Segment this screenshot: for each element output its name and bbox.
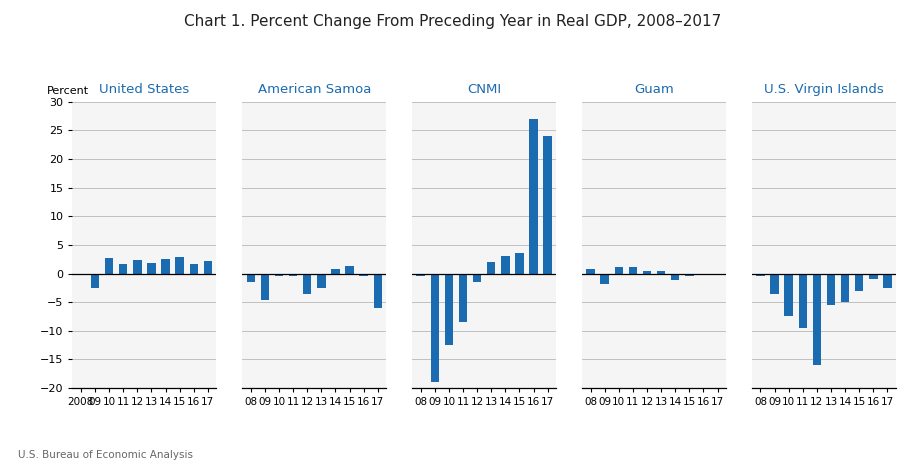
Text: Chart 1. Percent Change From Preceding Year in Real GDP, 2008–2017: Chart 1. Percent Change From Preceding Y… [184,14,721,29]
Bar [374,274,382,308]
Bar [515,254,524,274]
Text: Percent: Percent [46,86,89,96]
Bar [869,274,878,279]
Bar [416,274,424,276]
Bar [331,269,339,274]
Bar [473,274,481,282]
Bar [444,274,453,345]
Title: U.S. Virgin Islands: U.S. Virgin Islands [764,83,884,96]
Title: Guam: Guam [634,83,674,96]
Bar [600,274,609,284]
Title: United States: United States [100,83,189,96]
Bar [770,274,779,293]
Bar [883,274,891,288]
Bar [189,264,198,274]
Bar [700,274,708,275]
Bar [643,271,652,274]
Bar [487,262,495,274]
Bar [459,274,467,322]
Bar [289,274,298,276]
Bar [501,256,510,274]
Bar [586,269,595,274]
Bar [204,261,212,274]
Bar [161,259,170,274]
Bar [431,274,439,383]
Bar [261,274,269,300]
Title: American Samoa: American Samoa [258,83,371,96]
Title: CNMI: CNMI [467,83,501,96]
Bar [785,274,793,316]
Bar [148,263,156,274]
Bar [798,274,807,328]
Bar [813,274,821,365]
Bar [133,260,141,274]
Text: U.S. Bureau of Economic Analysis: U.S. Bureau of Economic Analysis [18,450,193,460]
Bar [275,274,283,276]
Bar [105,258,113,274]
Bar [657,271,665,274]
Bar [176,257,184,274]
Bar [544,136,552,274]
Bar [685,274,693,276]
Bar [671,274,680,280]
Bar [614,267,623,274]
Bar [346,266,354,274]
Bar [757,274,765,276]
Bar [246,274,255,282]
Bar [119,264,128,274]
Bar [359,274,368,276]
Bar [317,274,326,288]
Bar [855,274,863,291]
Bar [90,274,100,288]
Bar [841,274,850,302]
Bar [303,274,311,293]
Bar [827,274,835,305]
Bar [713,274,722,275]
Bar [629,267,637,274]
Bar [529,119,538,274]
